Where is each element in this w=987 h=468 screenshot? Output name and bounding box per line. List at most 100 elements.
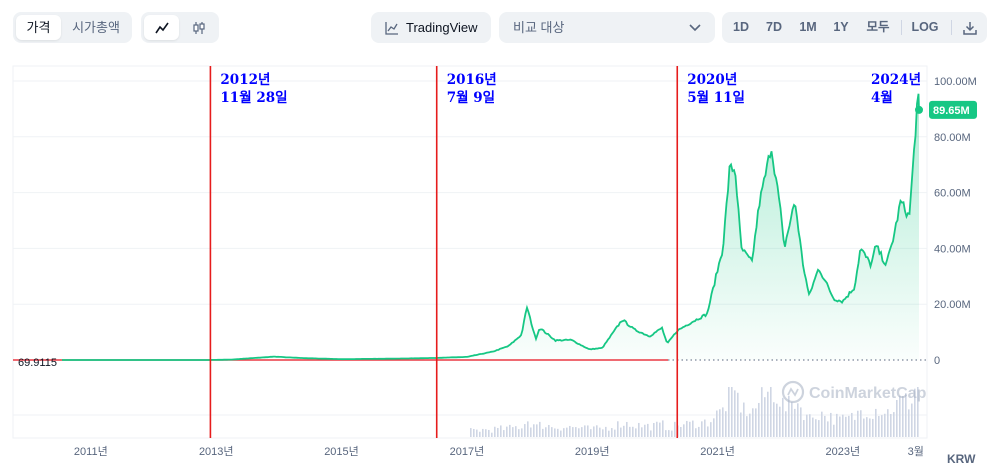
volume-bar — [731, 387, 733, 437]
volume-bar — [638, 422, 640, 437]
volume-bar — [827, 421, 829, 437]
tab-price[interactable]: 가격 — [16, 15, 61, 40]
tradingview-label: TradingView — [406, 20, 478, 35]
volume-bar — [566, 427, 568, 437]
volume-bar — [470, 428, 472, 437]
range-1m-button[interactable]: 1M — [799, 20, 817, 34]
volume-bar — [509, 424, 511, 437]
volume-bar — [782, 397, 784, 437]
volume-bar — [659, 422, 661, 437]
log-scale-button[interactable]: LOG — [911, 20, 939, 34]
volume-bar — [671, 430, 673, 437]
volume-bar — [500, 425, 502, 437]
volume-bar — [572, 427, 574, 437]
volume-bar — [878, 416, 880, 437]
volume-bar — [917, 387, 919, 437]
volume-bar — [605, 426, 607, 437]
x-tick-label: 2019년 — [575, 445, 610, 458]
y-tick-label: 100.00M — [934, 76, 977, 88]
volume-bar — [563, 428, 565, 437]
volume-bar — [776, 403, 778, 437]
volume-bar — [914, 388, 916, 437]
tradingview-button[interactable]: TradingView — [371, 12, 491, 43]
volume-bar — [569, 425, 571, 437]
volume-bar — [695, 428, 697, 437]
candlestick-chart-button[interactable] — [181, 15, 216, 40]
volume-bar — [527, 421, 529, 437]
line-chart-button[interactable] — [144, 15, 179, 40]
volume-bars — [470, 387, 919, 437]
volume-bar — [485, 429, 487, 437]
volume-bar — [590, 429, 592, 437]
volume-bar — [524, 424, 526, 437]
volume-bar — [830, 412, 832, 437]
range-1d-button[interactable]: 1D — [733, 20, 749, 34]
watermark-text: CoinMarketCap — [809, 385, 927, 402]
y-tick-label: 40.00M — [934, 243, 971, 255]
range-7d-button[interactable]: 7D — [766, 20, 782, 34]
volume-bar — [503, 430, 505, 437]
volume-bar — [908, 409, 910, 437]
volume-bar — [722, 407, 724, 437]
volume-bar — [674, 421, 676, 437]
currency-label: KRW — [947, 452, 976, 466]
volume-bar — [785, 411, 787, 437]
volume-bar — [734, 390, 736, 437]
compare-select[interactable]: 비교 대상 — [499, 12, 715, 43]
volume-bar — [809, 414, 811, 437]
volume-bar — [860, 410, 862, 437]
volume-bar — [713, 418, 715, 437]
volume-bar — [575, 427, 577, 437]
volume-bar — [473, 428, 475, 437]
volume-bar — [857, 410, 859, 437]
volume-bar — [818, 420, 820, 437]
annotation-year: 2012년 — [220, 72, 270, 88]
volume-bar — [629, 426, 631, 437]
volume-bar — [758, 402, 760, 437]
volume-bar — [554, 428, 556, 437]
y-tick-label: 80.00M — [934, 132, 971, 144]
x-axis-labels: 2011년 2013년 2015년 2017년 2019년 2021년 2023년 3월 — [74, 445, 924, 458]
current-price-dot — [915, 105, 923, 114]
volume-bar — [800, 407, 802, 437]
volume-bar — [773, 402, 775, 437]
chart-frame — [12, 65, 928, 439]
volume-bar — [698, 426, 700, 437]
volume-bar — [899, 395, 901, 437]
tab-market-cap[interactable]: 시가총액 — [72, 20, 120, 35]
volume-bar — [701, 421, 703, 437]
coinmarketcap-logo-icon — [781, 380, 805, 404]
volume-bar — [587, 425, 589, 437]
x-tick-label: 2023년 — [826, 445, 861, 458]
volume-bar — [686, 420, 688, 437]
volume-bar — [557, 428, 559, 437]
price-line — [62, 93, 920, 361]
range-all-button[interactable]: 모두 — [866, 20, 890, 34]
volume-bar — [494, 426, 496, 437]
volume-bar — [635, 428, 637, 437]
volume-bar — [653, 422, 655, 437]
volume-bar — [476, 429, 478, 437]
volume-bar — [518, 429, 520, 437]
x-tick-label: 2011년 — [74, 445, 108, 458]
volume-bar — [743, 402, 745, 437]
volume-bar — [794, 408, 796, 437]
range-1y-button[interactable]: 1Y — [833, 20, 849, 34]
volume-bar — [896, 399, 898, 437]
annotation-date: 5월 11일 — [687, 89, 745, 106]
volume-bar — [806, 414, 808, 437]
volume-bar — [647, 423, 649, 437]
volume-bar — [770, 387, 772, 437]
volume-bar — [812, 417, 814, 437]
volume-bar — [851, 412, 853, 437]
volume-bar — [803, 420, 805, 437]
volume-bar — [869, 418, 871, 437]
volume-bar — [506, 426, 508, 437]
volume-bar — [578, 428, 580, 437]
annotation-lines — [209, 66, 679, 438]
volume-bar — [710, 422, 712, 437]
volume-bar — [479, 431, 481, 437]
volume-bar — [704, 419, 706, 437]
download-button[interactable] — [957, 12, 983, 43]
